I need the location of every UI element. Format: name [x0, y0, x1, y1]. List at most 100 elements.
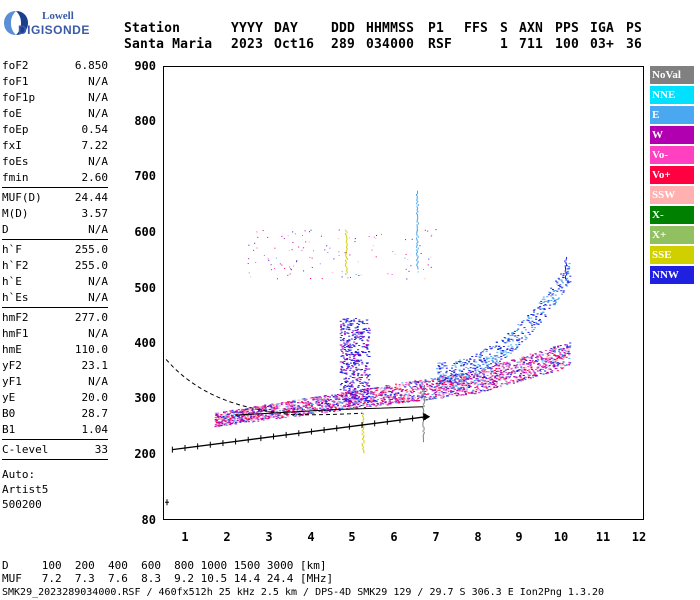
param-row: yE 20.0	[2, 390, 108, 406]
param-label: foF2	[2, 59, 29, 72]
legend-item-w: W	[650, 126, 694, 144]
param-row: MUF(D) 24.44	[2, 190, 108, 206]
param-value: N/A	[88, 275, 108, 288]
header-value-ps: 36	[626, 37, 643, 52]
autoscaling-label: Auto:	[2, 468, 36, 481]
param-row: fxI 7.22	[2, 138, 108, 154]
param-value: N/A	[88, 327, 108, 340]
legend-item-vo: Vo-	[650, 146, 694, 164]
header-label-s: S	[500, 21, 509, 36]
header-label-p1: P1	[428, 21, 445, 36]
param-row: h`E N/A	[2, 274, 108, 290]
y-tick-label: 800	[134, 114, 156, 128]
legend-item-sse: SSE	[650, 246, 694, 264]
param-divider	[2, 187, 108, 188]
param-label: foEs	[2, 155, 29, 168]
param-row: hmE 110.0	[2, 342, 108, 358]
legend-item-nnw: NNW	[650, 266, 694, 284]
y-tick-label: 900	[134, 59, 156, 73]
param-label: foF1	[2, 75, 29, 88]
param-value: 255.0	[74, 243, 108, 256]
autoscaling-version: 500200	[2, 498, 42, 511]
param-value: 23.1	[81, 359, 109, 372]
param-row: yF2 23.1	[2, 358, 108, 374]
param-label: h`Es	[2, 291, 29, 304]
y-tick-label: 400	[134, 336, 156, 350]
param-label: B1	[2, 423, 16, 436]
param-group-muf: MUF(D) 24.44 M(D) 3.57 D N/A	[2, 190, 108, 238]
param-row: h`F 255.0	[2, 242, 108, 258]
header-label-pps: PPS	[555, 21, 580, 36]
param-value: N/A	[88, 375, 108, 388]
param-value: 255.0	[74, 259, 108, 272]
param-value: N/A	[88, 223, 108, 236]
param-label: foF1p	[2, 91, 36, 104]
header-label-station: Station	[124, 21, 181, 36]
x-tick-label: 5	[348, 530, 356, 544]
legend-item-x: X+	[650, 226, 694, 244]
param-divider	[2, 439, 108, 440]
y-tick-label: 300	[134, 391, 156, 405]
param-label: D	[2, 223, 9, 236]
param-divider	[2, 307, 108, 308]
param-value: 33	[94, 443, 108, 456]
param-group-critical-frequencies: foF2 6.850 foF1 N/A foF1p N/A foE N/A foEp 0.54 fx…	[2, 58, 108, 186]
param-label: hmF1	[2, 327, 29, 340]
header-label-ps: PS	[626, 21, 643, 36]
x-tick-label: 9	[515, 530, 523, 544]
logo-lowell-text: Lowell	[42, 10, 74, 22]
param-value: 24.44	[74, 191, 108, 204]
x-tick-label: 12	[631, 530, 647, 544]
x-tick-label: 6	[390, 530, 398, 544]
header-label-day: DAY	[274, 21, 299, 36]
param-value: 1.04	[81, 423, 109, 436]
param-label: foE	[2, 107, 22, 120]
legend-item-vo: Vo+	[650, 166, 694, 184]
param-value: N/A	[88, 91, 108, 104]
y-tick-label: 700	[134, 169, 156, 183]
param-row: foF1p N/A	[2, 90, 108, 106]
header-label-doy: DDD	[331, 21, 356, 36]
param-label: C-level	[2, 443, 49, 456]
param-label: hmF2	[2, 311, 29, 324]
param-label: yF1	[2, 375, 22, 388]
param-row: foEs N/A	[2, 154, 108, 170]
ionogram-plot	[163, 66, 644, 520]
ionogram-echo-traces	[165, 190, 572, 506]
param-value: 277.0	[74, 311, 108, 324]
header-label-time: HHMMSS	[366, 21, 415, 36]
polarization-legend: NoVal NNE E W Vo- Vo+ SSW X- X+ SSE NNW	[650, 66, 694, 286]
y-tick-label: 200	[134, 447, 156, 461]
param-value: 110.0	[74, 343, 108, 356]
param-divider	[2, 459, 108, 460]
param-divider	[2, 239, 108, 240]
digisonde-logo: Lowell DIGISONDE	[2, 6, 94, 44]
scaled-parameters-panel: foF2 6.850 foF1 N/A foF1p N/A foE N/A foEp 0.54 fx…	[2, 58, 108, 512]
param-row: hmF2 277.0	[2, 310, 108, 326]
param-row: D N/A	[2, 222, 108, 238]
param-group-virtual-heights: h`F 255.0 h`F2 255.0 h`E N/A h`Es N/A	[2, 242, 108, 306]
header-label-iga: IGA	[590, 21, 615, 36]
param-label: foEp	[2, 123, 29, 136]
header-value-day: Oct16	[274, 37, 315, 52]
legend-item-ssw: SSW	[650, 186, 694, 204]
param-value: N/A	[88, 75, 108, 88]
x-tick-label: 3	[265, 530, 273, 544]
param-label: yE	[2, 391, 16, 404]
footer-file-info: SMK29_2023289034000.RSF / 460fx512h 25 k…	[2, 587, 605, 598]
lowell-logo-icon	[4, 11, 28, 35]
param-label: yF2	[2, 359, 22, 372]
legend-item-noval: NoVal	[650, 66, 694, 84]
param-label: hmE	[2, 343, 22, 356]
param-group-confidence: C-level 33	[2, 442, 108, 458]
header-value-time: 034000	[366, 37, 415, 52]
footer-distance-row: D 100 200 400 600 800 1000 1500 3000 [km…	[2, 559, 327, 572]
param-row: yF1 N/A	[2, 374, 108, 390]
param-label: fmin	[2, 171, 29, 184]
y-tick-label: 600	[134, 225, 156, 239]
param-label: MUF(D)	[2, 191, 42, 204]
x-tick-label: 2	[223, 530, 231, 544]
x-tick-label: 10	[553, 530, 569, 544]
param-row: C-level 33	[2, 442, 108, 458]
param-value: N/A	[88, 291, 108, 304]
